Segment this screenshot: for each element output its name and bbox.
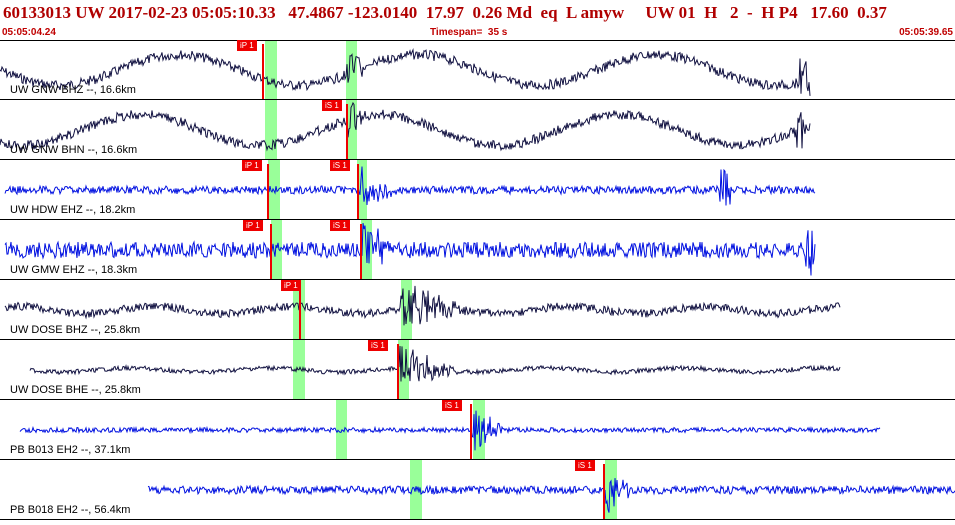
pick-tag[interactable]: iS 1 xyxy=(330,160,350,171)
start-time-label: 05:05:04.24 xyxy=(2,27,56,38)
pick-tag[interactable]: iP 1 xyxy=(242,160,262,171)
pick-tag[interactable]: iS 1 xyxy=(575,460,595,471)
station-label: UW HDW EHZ --, 18.2km xyxy=(10,204,136,216)
pick-tag[interactable]: iS 1 xyxy=(442,400,462,411)
trace-panel-1[interactable] xyxy=(0,40,955,100)
waveform-trace xyxy=(4,166,816,206)
phase-window-2 xyxy=(605,460,617,520)
waveform-trace xyxy=(19,410,881,451)
trace-panel-8[interactable] xyxy=(0,460,955,520)
waveform-trace xyxy=(4,223,816,276)
trace-panel-5[interactable] xyxy=(0,280,955,340)
trace-panel-2[interactable] xyxy=(0,100,955,160)
station-label: UW DOSE BHZ --, 25.8km xyxy=(10,324,141,336)
waveform-canvas[interactable] xyxy=(0,40,955,520)
pick-tag[interactable]: iS 1 xyxy=(322,100,342,111)
phase-window-2 xyxy=(401,280,412,340)
waveform-trace xyxy=(29,345,841,382)
waveform-trace xyxy=(0,47,811,96)
pick-tag[interactable]: iS 1 xyxy=(368,340,388,351)
trace-panel-7[interactable] xyxy=(0,400,955,460)
pick-tag[interactable]: iP 1 xyxy=(243,220,263,231)
pick-tag[interactable]: iP 1 xyxy=(237,40,257,51)
waveform-trace xyxy=(0,101,811,152)
waveform-trace xyxy=(4,285,841,326)
trace-panel-6[interactable] xyxy=(0,340,955,400)
timespan-label: Timespan= 35 s xyxy=(430,27,508,38)
waveform-trace xyxy=(147,478,955,513)
trace-panel-3[interactable] xyxy=(0,160,955,220)
phase-window-2 xyxy=(346,40,357,100)
phase-window-1 xyxy=(271,220,282,280)
phase-window-2 xyxy=(398,340,409,400)
event-summary-title: 60133013 UW 2017-02-23 05:05:10.33 47.48… xyxy=(3,3,887,22)
phase-window-2 xyxy=(357,160,367,220)
phase-window-2 xyxy=(346,100,357,160)
station-label: UW GNW BHN --, 16.6km xyxy=(10,144,138,156)
station-label: UW DOSE BHE --, 25.8km xyxy=(10,384,141,396)
pick-tag[interactable]: iS 1 xyxy=(330,220,350,231)
time-bar: 05:05:04.24 Timespan= 35 s 05:05:39.65 xyxy=(0,24,955,40)
event-header: 60133013 UW 2017-02-23 05:05:10.33 47.48… xyxy=(0,0,955,24)
end-time-label: 05:05:39.65 xyxy=(899,27,953,38)
station-label: PB B018 EH2 --, 56.4km xyxy=(10,504,131,516)
trace-panel-4[interactable] xyxy=(0,220,955,280)
station-label: UW GMW EHZ --, 18.3km xyxy=(10,264,138,276)
seismogram-panels[interactable]: iP 1 UW GNW BHZ --, 16.6km iS 1 UW GNW BHN … xyxy=(0,40,955,520)
station-label: PB B013 EH2 --, 37.1km xyxy=(10,444,131,456)
pick-tag[interactable]: iP 1 xyxy=(281,280,301,291)
phase-window-1 xyxy=(265,40,277,100)
station-label: UW GNW BHZ --, 16.6km xyxy=(10,84,136,96)
phase-window-1 xyxy=(410,460,422,520)
